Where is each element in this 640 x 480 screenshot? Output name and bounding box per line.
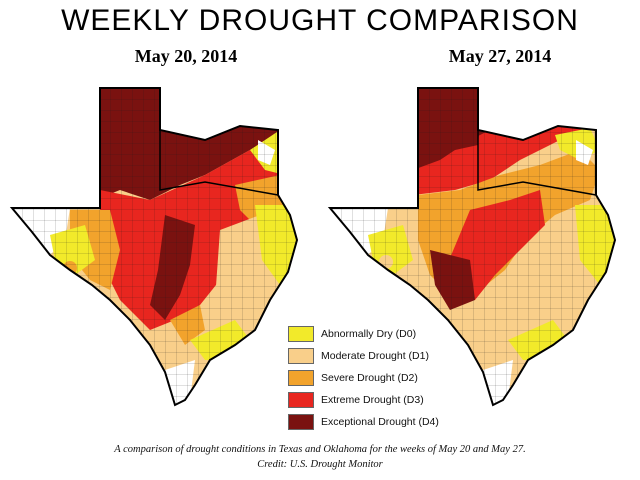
map-date-left: May 20, 2014 <box>134 46 238 66</box>
legend-item: Severe Drought (D2) <box>288 367 448 389</box>
legend-label: Exceptional Drought (D4) <box>321 416 439 428</box>
legend-item: Extreme Drought (D3) <box>288 389 448 411</box>
legend-swatch-d1 <box>288 348 314 364</box>
legend-label: Moderate Drought (D1) <box>321 350 429 362</box>
caption-line-1: A comparison of drought conditions in Te… <box>114 444 526 455</box>
legend-swatch-d0 <box>288 326 314 342</box>
map-date-right: May 27, 2014 <box>448 46 552 66</box>
legend-swatch-d4 <box>288 414 314 430</box>
caption-credit: Credit: U.S. Drought Monitor <box>257 459 383 470</box>
page-title: WEEKLY DROUGHT COMPARISON <box>61 4 579 37</box>
legend: Abnormally Dry (D0) Moderate Drought (D1… <box>288 323 448 433</box>
legend-label: Abnormally Dry (D0) <box>321 328 417 340</box>
legend-item: Exceptional Drought (D4) <box>288 411 448 433</box>
legend-swatch-d2 <box>288 370 314 386</box>
legend-swatch-d3 <box>288 392 314 408</box>
legend-item: Abnormally Dry (D0) <box>288 323 448 345</box>
legend-label: Severe Drought (D2) <box>321 372 418 384</box>
legend-label: Extreme Drought (D3) <box>321 394 424 406</box>
caption: A comparison of drought conditions in Te… <box>0 442 640 472</box>
legend-item: Moderate Drought (D1) <box>288 345 448 367</box>
